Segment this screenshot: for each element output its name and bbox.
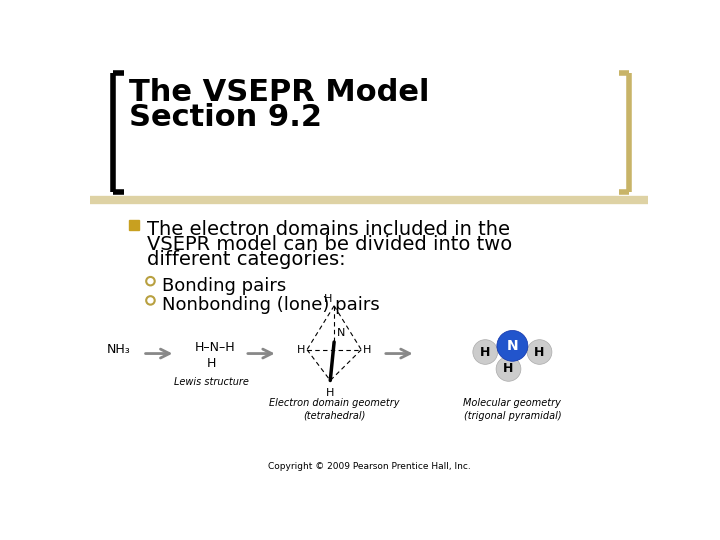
Text: H: H [503, 362, 513, 375]
Text: N: N [336, 328, 345, 338]
Bar [129, 220, 139, 229]
Circle shape [146, 296, 155, 305]
Circle shape [527, 340, 552, 365]
Text: The VSEPR Model: The VSEPR Model [129, 78, 429, 107]
Text: Lewis structure: Lewis structure [174, 377, 249, 387]
Circle shape [497, 330, 528, 361]
Text: Nonbonding (lone) pairs: Nonbonding (lone) pairs [162, 296, 380, 314]
Text: Copyright © 2009 Pearson Prentice Hall, Inc.: Copyright © 2009 Pearson Prentice Hall, … [268, 462, 470, 471]
Text: H: H [207, 357, 217, 370]
Text: N: N [507, 339, 518, 353]
Text: H: H [324, 294, 332, 304]
Text: The electron domains included in the: The electron domains included in the [147, 220, 510, 239]
Circle shape [146, 277, 155, 286]
Text: VSEPR model can be divided into two: VSEPR model can be divided into two [147, 235, 512, 254]
Text: NH₃: NH₃ [107, 343, 131, 356]
Circle shape [496, 356, 521, 381]
Text: Electron domain geometry
(tetrahedral): Electron domain geometry (tetrahedral) [269, 398, 400, 421]
Text: H: H [534, 346, 545, 359]
Text: H: H [480, 346, 490, 359]
Circle shape [473, 340, 498, 365]
Text: H: H [326, 388, 334, 398]
Text: H: H [364, 345, 372, 355]
Text: Bonding pairs: Bonding pairs [162, 276, 287, 294]
Text: H: H [297, 345, 305, 355]
Text: different categories:: different categories: [147, 251, 345, 269]
Text: Molecular geometry
(trigonal pyramidal): Molecular geometry (trigonal pyramidal) [464, 398, 562, 421]
Text: Section 9.2: Section 9.2 [129, 103, 322, 132]
Text: H–N–H: H–N–H [194, 341, 235, 354]
